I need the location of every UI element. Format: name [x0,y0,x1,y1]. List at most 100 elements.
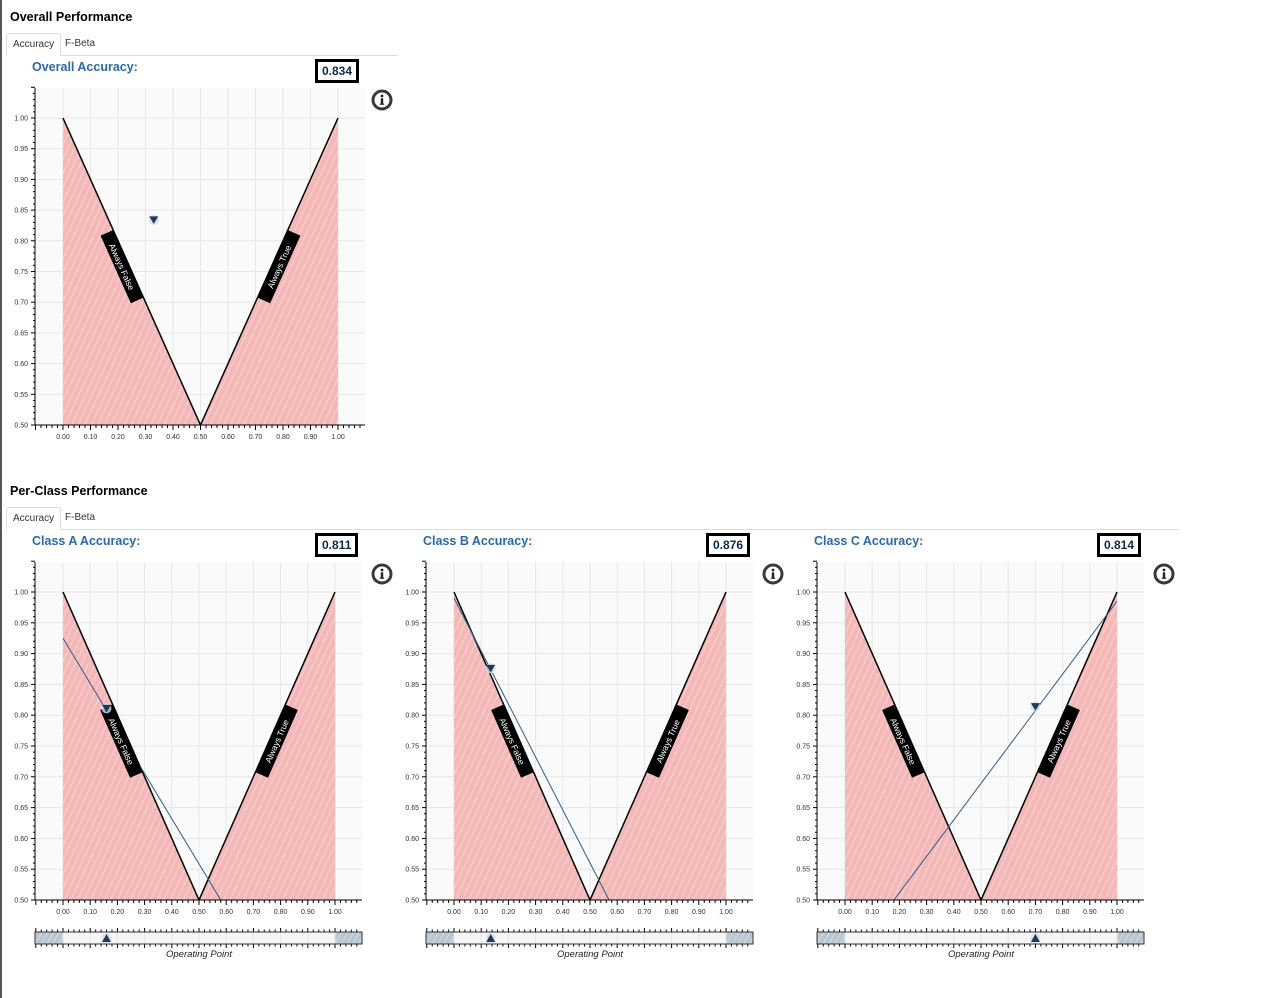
operating-point-slider[interactable] [816,928,1145,948]
svg-text:0.80: 0.80 [405,713,419,720]
svg-text:0.75: 0.75 [14,744,28,751]
svg-text:0.95: 0.95 [14,146,28,153]
svg-text:0.60: 0.60 [610,909,624,916]
class-a-accuracy-chart[interactable]: Always False Always True0.500.550.600.650… [0,554,400,964]
svg-text:0.20: 0.20 [502,909,516,916]
svg-text:0.50: 0.50 [14,898,28,905]
operating-point-slider[interactable] [425,928,754,948]
svg-text:0.80: 0.80 [274,909,288,916]
info-icon[interactable] [371,563,393,585]
svg-text:0.95: 0.95 [405,620,419,627]
svg-text:0.60: 0.60 [796,836,810,843]
svg-text:0.70: 0.70 [247,909,261,916]
svg-text:0.40: 0.40 [165,909,179,916]
svg-text:0.60: 0.60 [14,361,28,368]
svg-text:0.00: 0.00 [56,434,70,441]
svg-text:1.00: 1.00 [1110,909,1124,916]
svg-text:0.70: 0.70 [14,300,28,307]
svg-text:0.50: 0.50 [192,909,206,916]
operating-point-label: Operating Point [948,949,1015,960]
svg-text:0.70: 0.70 [796,774,810,781]
operating-point-marker [149,216,159,224]
page-left-border [0,0,2,998]
svg-text:0.65: 0.65 [14,805,28,812]
svg-text:0.80: 0.80 [1056,909,1070,916]
svg-text:1.00: 1.00 [405,590,419,597]
svg-text:0.50: 0.50 [405,898,419,905]
svg-text:0.60: 0.60 [14,836,28,843]
per-class-tabs: Accuracy F-Beta [6,507,1180,530]
svg-text:0.65: 0.65 [14,330,28,337]
svg-text:0.90: 0.90 [14,651,28,658]
svg-text:0.65: 0.65 [796,805,810,812]
svg-text:0.80: 0.80 [14,238,28,245]
svg-text:0.20: 0.20 [111,909,125,916]
info-icon[interactable] [1153,563,1175,585]
slider-handle [486,934,496,942]
tab-accuracy[interactable]: Accuracy [6,507,62,530]
svg-text:1.00: 1.00 [14,590,28,597]
svg-text:0.95: 0.95 [14,620,28,627]
overall-accuracy-chart[interactable]: Always False Always True0.500.550.600.650… [0,80,400,450]
svg-text:0.55: 0.55 [14,867,28,874]
overall-accuracy-value: 0.834 [315,59,360,83]
svg-text:0.30: 0.30 [138,909,152,916]
class-b-accuracy-chart[interactable]: Always False Always True0.500.550.600.650… [391,554,791,964]
svg-text:0.80: 0.80 [796,713,810,720]
svg-text:0.85: 0.85 [796,682,810,689]
slider-handle [102,934,112,942]
svg-text:0.90: 0.90 [692,909,706,916]
info-icon[interactable] [762,563,784,585]
svg-text:0.75: 0.75 [14,269,28,276]
svg-text:0.30: 0.30 [529,909,543,916]
info-icon[interactable] [371,89,393,111]
svg-text:0.55: 0.55 [14,392,28,399]
operating-point-slider[interactable] [34,928,363,948]
svg-text:0.50: 0.50 [796,898,810,905]
overall-accuracy-title: Overall Accuracy: [32,60,138,74]
svg-text:0.20: 0.20 [111,434,125,441]
class-b-accuracy-title: Class B Accuracy: [423,534,533,548]
svg-text:0.80: 0.80 [665,909,679,916]
operating-point-label: Operating Point [557,949,624,960]
svg-text:0.50: 0.50 [974,909,988,916]
per-class-section-title: Per-Class Performance [10,484,148,498]
svg-text:0.70: 0.70 [249,434,263,441]
svg-text:0.70: 0.70 [14,774,28,781]
svg-text:0.00: 0.00 [56,909,70,916]
svg-text:0.90: 0.90 [796,651,810,658]
svg-text:0.90: 0.90 [304,434,318,441]
svg-text:1.00: 1.00 [796,590,810,597]
svg-text:0.95: 0.95 [796,620,810,627]
svg-text:0.90: 0.90 [301,909,315,916]
svg-text:0.20: 0.20 [893,909,907,916]
tab-f-beta[interactable]: F-Beta [65,512,96,523]
class-c-accuracy-chart[interactable]: Always False Always True0.500.550.600.650… [782,554,1182,964]
svg-text:0.40: 0.40 [166,434,180,441]
svg-text:0.90: 0.90 [1083,909,1097,916]
svg-text:0.65: 0.65 [405,805,419,812]
svg-text:0.85: 0.85 [14,208,28,215]
svg-text:0.55: 0.55 [796,867,810,874]
class-b-accuracy-value: 0.876 [706,533,751,557]
svg-text:0.70: 0.70 [405,774,419,781]
svg-text:0.00: 0.00 [447,909,461,916]
operating-point-marker [102,704,112,713]
svg-text:1.00: 1.00 [719,909,733,916]
svg-text:0.50: 0.50 [583,909,597,916]
svg-text:0.70: 0.70 [1029,909,1043,916]
svg-text:0.60: 0.60 [221,434,235,441]
overall-tabs: Accuracy F-Beta [6,33,398,56]
svg-text:0.00: 0.00 [838,909,852,916]
svg-text:0.10: 0.10 [865,909,879,916]
class-a-accuracy-title: Class A Accuracy: [32,534,141,548]
svg-text:0.75: 0.75 [405,744,419,751]
svg-text:0.60: 0.60 [1001,909,1015,916]
svg-text:0.30: 0.30 [139,434,153,441]
svg-text:0.85: 0.85 [14,682,28,689]
svg-text:1.00: 1.00 [14,116,28,123]
tab-f-beta[interactable]: F-Beta [65,38,96,49]
operating-point-marker [486,664,496,673]
tab-accuracy[interactable]: Accuracy [6,33,62,56]
svg-text:0.55: 0.55 [405,867,419,874]
